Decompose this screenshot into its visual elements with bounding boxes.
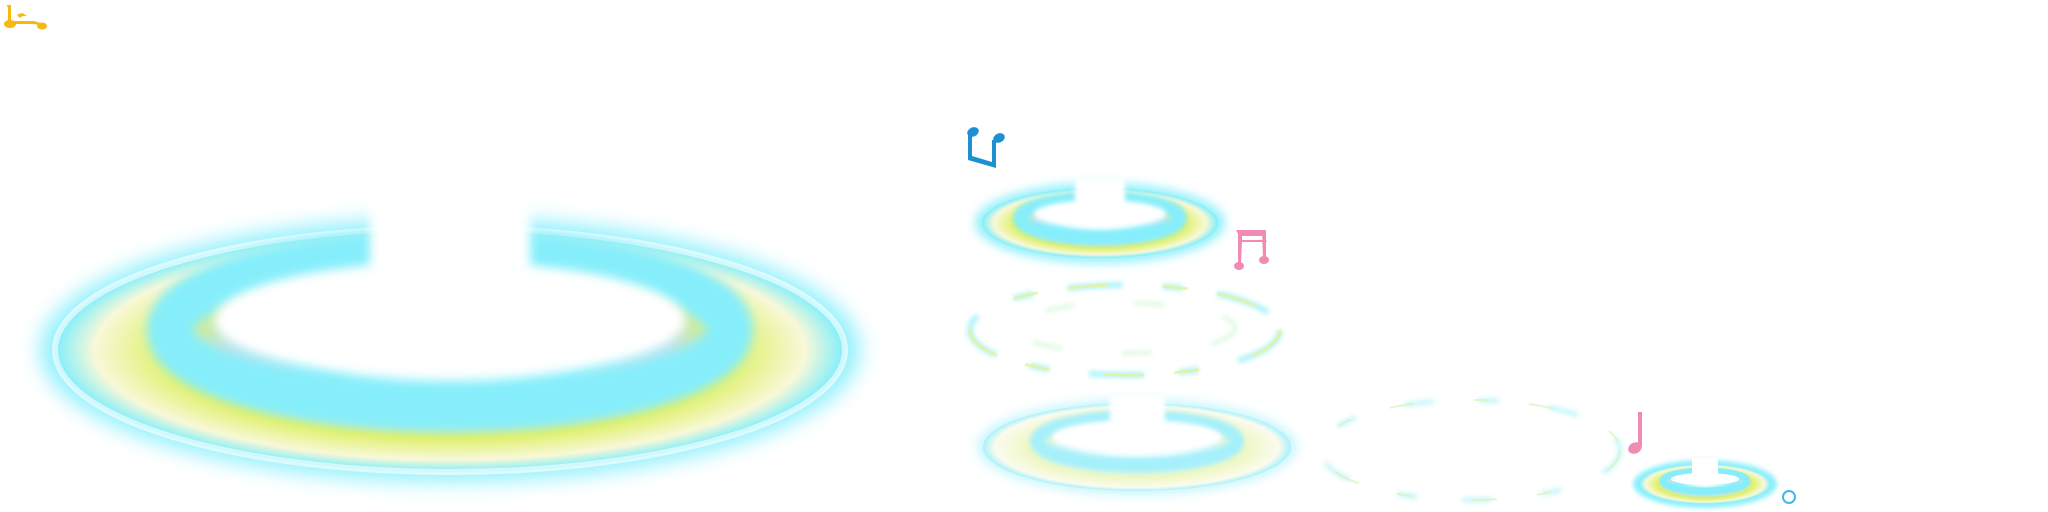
small-glow-ring [975, 178, 1225, 263]
tiny-glow-ring [1633, 458, 1777, 508]
medium-glow-ring [977, 395, 1297, 495]
sparkle-circle-icon [1782, 490, 1796, 504]
pink-beamed-notes-icon [1234, 230, 1269, 270]
yellow-music-note-icon [4, 5, 47, 30]
faint-glow-ring-right [1317, 397, 1623, 503]
pink-music-note-icon [1628, 412, 1642, 454]
blue-music-note-icon [967, 127, 1005, 168]
faint-glow-ring-top [967, 282, 1283, 378]
large-glow-ring [40, 160, 860, 482]
